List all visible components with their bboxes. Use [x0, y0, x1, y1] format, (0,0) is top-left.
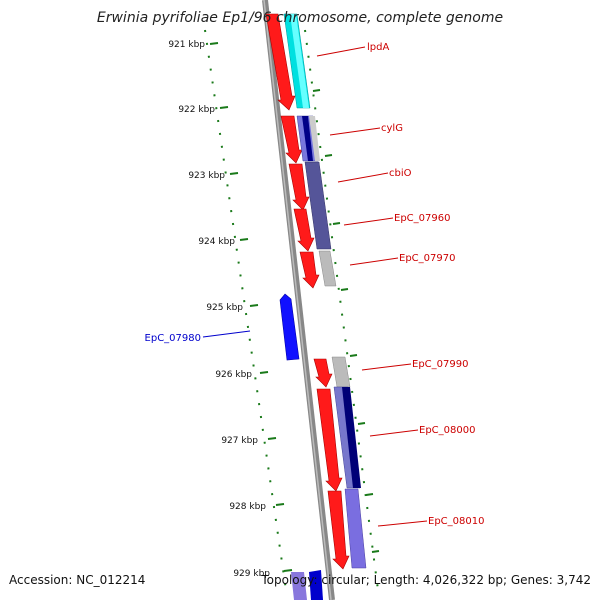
gene-label-EpC_07980[interactable]: EpC_07980: [145, 333, 201, 344]
accession-text: Accession: NC_012214: [9, 573, 146, 587]
tick-924: [239, 238, 249, 241]
gene-EpC_07990[interactable]: [313, 358, 333, 388]
cds-feature-track: [283, 13, 367, 600]
forward-genes: [265, 13, 350, 570]
gene-lpdA[interactable]: [265, 13, 296, 111]
tick-label-924: 924 kbp: [198, 237, 235, 247]
gene-EpC_08000[interactable]: [316, 388, 343, 492]
gene-EpC_08010[interactable]: [327, 490, 350, 570]
label-leader-lines: [202, 46, 428, 527]
gene-label-EpC_08010[interactable]: EpC_08010: [428, 516, 484, 527]
gene-label-cbiO[interactable]: cbiO: [389, 168, 412, 179]
gene-label-lpdA[interactable]: lpdA: [367, 42, 389, 53]
tick-926: [259, 371, 269, 374]
tick-label-923: 923 kbp: [188, 171, 225, 181]
tick-label-927: 927 kbp: [221, 436, 258, 446]
gene-cbiO[interactable]: [288, 163, 310, 211]
tick-label-929: 929 kbp: [233, 569, 270, 579]
map-title: Erwinia pyrifoliae Ep1/96 chromosome, co…: [96, 10, 504, 26]
tick-925: [249, 304, 259, 307]
gene-EpC_07970[interactable]: [299, 251, 320, 289]
chromosome-backbone: [262, 0, 335, 600]
tick-923: [229, 172, 239, 175]
gene-label-EpC_07990[interactable]: EpC_07990: [412, 359, 468, 370]
feature-EpC_07990: [331, 356, 351, 388]
gene-label-EpC_07960[interactable]: EpC_07960: [394, 213, 450, 224]
genome-summary: Topology: circular; Length: 4,026,322 bp…: [261, 573, 591, 587]
tick-label-926: 926 kbp: [215, 370, 252, 380]
tick-label-922: 922 kbp: [178, 105, 215, 115]
tick-927: [267, 437, 277, 440]
gene-label-EpC_08000[interactable]: EpC_08000: [419, 425, 475, 436]
tick-label-921: 921 kbp: [168, 40, 205, 50]
tick-label-925: 925 kbp: [206, 303, 243, 313]
feature-EpC_08010: [344, 488, 367, 569]
tick-label-928: 928 kbp: [229, 502, 266, 512]
tick-921: [209, 42, 219, 45]
tick-922: [219, 106, 229, 109]
gene-cylG[interactable]: [280, 115, 303, 164]
gene-EpC_07980[interactable]: [279, 293, 300, 361]
gene-label-cylG[interactable]: cylG: [381, 123, 403, 134]
tick-928: [275, 503, 285, 506]
feature-cbiO: [304, 161, 332, 250]
gene-EpC_07960[interactable]: [293, 208, 315, 252]
gene-label-EpC_07970[interactable]: EpC_07970: [399, 253, 455, 264]
feature-EpC_07970: [318, 250, 337, 287]
tick-929: [283, 569, 293, 572]
kbp-tick-marks: [209, 42, 380, 572]
